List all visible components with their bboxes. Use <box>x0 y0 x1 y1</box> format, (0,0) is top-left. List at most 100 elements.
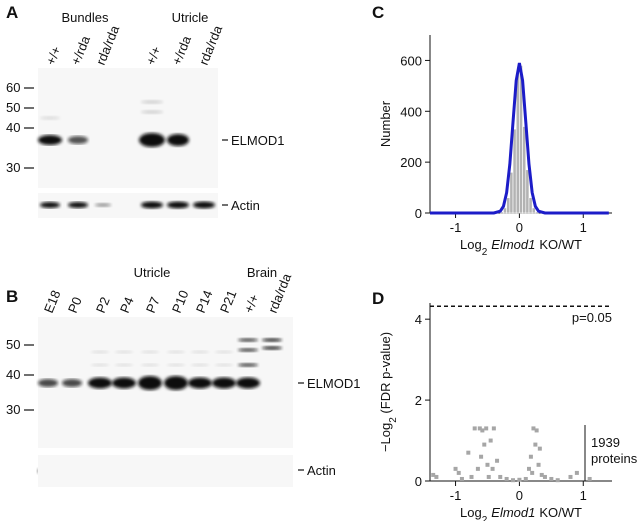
y-tick-label: 4 <box>415 312 422 327</box>
label-part: Log <box>460 237 482 252</box>
count-label: proteins <box>591 451 638 466</box>
point <box>555 478 560 483</box>
blot <box>38 455 293 487</box>
x-axis-label: Log2 Elmod1 KO/WT <box>460 237 582 258</box>
lane-label: E18 <box>41 288 64 315</box>
point <box>523 476 528 481</box>
point <box>456 470 461 475</box>
point <box>537 446 542 451</box>
group-label: Bundles <box>62 10 109 25</box>
lane-label: +/+ <box>143 44 164 67</box>
lane-label: +/+ <box>43 44 64 67</box>
band <box>167 134 189 146</box>
point <box>475 466 480 471</box>
lane-label: +/+ <box>241 292 262 315</box>
band <box>40 202 60 208</box>
band <box>40 116 60 120</box>
band <box>141 363 159 367</box>
lane-label: +/rda <box>68 33 93 67</box>
bar <box>506 197 511 214</box>
band <box>138 376 162 390</box>
band <box>262 346 282 350</box>
x-tick-label: -1 <box>450 488 462 503</box>
point <box>533 442 538 447</box>
panel-label: C <box>372 3 384 22</box>
bar <box>512 128 517 214</box>
x-tick-label: -1 <box>450 220 462 235</box>
band-label: Actin <box>231 198 260 213</box>
band <box>115 350 133 354</box>
bar <box>525 169 530 214</box>
lane-label: P21 <box>217 288 240 315</box>
point <box>504 476 509 481</box>
fit-curve <box>430 62 609 215</box>
band <box>238 338 258 342</box>
point <box>490 466 495 471</box>
band <box>167 350 185 354</box>
y-axis-label: −Log2 (FDR p-value) <box>378 332 399 452</box>
point <box>482 442 487 447</box>
x-tick-label: 1 <box>580 220 587 235</box>
point <box>534 428 539 433</box>
band <box>141 110 163 114</box>
band <box>164 376 188 390</box>
group-label: Brain <box>247 265 277 280</box>
marker-dashes <box>24 87 228 206</box>
point <box>574 470 579 475</box>
group-label: Utricle <box>172 10 209 25</box>
band <box>215 350 233 354</box>
point <box>511 478 516 483</box>
band <box>191 363 209 367</box>
band <box>193 201 215 209</box>
point <box>491 426 496 431</box>
panel-label: A <box>6 3 18 22</box>
point <box>568 474 573 479</box>
band <box>112 377 136 389</box>
lane-label: P4 <box>117 295 137 315</box>
point <box>530 470 535 475</box>
marker-label: 30 <box>6 402 20 417</box>
band <box>212 377 236 389</box>
point <box>549 476 554 481</box>
lane-label: P14 <box>193 288 216 315</box>
bands <box>38 100 189 147</box>
band <box>215 363 233 367</box>
band <box>91 350 109 354</box>
point <box>498 474 503 479</box>
band-label: ELMOD1 <box>231 133 284 148</box>
y-tick-label: 600 <box>400 53 422 68</box>
band <box>238 348 258 352</box>
band <box>188 377 212 389</box>
point <box>479 454 484 459</box>
label-part: −Log <box>378 423 393 452</box>
point <box>488 438 493 443</box>
band <box>68 136 88 144</box>
point <box>485 462 490 467</box>
marker-label: 50 <box>6 337 20 352</box>
band <box>141 100 163 104</box>
band <box>167 201 189 209</box>
point <box>542 474 547 479</box>
band <box>95 203 111 207</box>
band <box>139 133 165 147</box>
y-tick-label: 0 <box>415 206 422 221</box>
label-part: 2 <box>388 417 399 423</box>
lane-label: P10 <box>169 288 192 315</box>
x-tick-label: 0 <box>516 220 523 235</box>
panel-label: B <box>6 287 18 306</box>
band <box>88 377 112 389</box>
point <box>495 458 500 463</box>
point <box>466 450 471 455</box>
x-tick-label: 1 <box>580 488 587 503</box>
band <box>62 379 82 387</box>
bar <box>531 207 536 214</box>
point <box>484 426 489 431</box>
x-axis-label: Log2 Elmod1 KO/WT <box>460 505 582 521</box>
point <box>472 426 477 431</box>
bar <box>522 126 527 214</box>
band <box>141 350 159 354</box>
label-part: Log <box>460 505 482 520</box>
marker-label: 40 <box>6 120 20 135</box>
band <box>236 377 260 389</box>
